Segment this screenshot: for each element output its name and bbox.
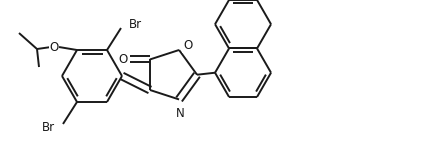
Text: O: O <box>49 41 59 54</box>
Text: Br: Br <box>42 121 55 135</box>
Text: O: O <box>118 53 127 66</box>
Text: N: N <box>176 107 184 120</box>
Text: O: O <box>183 40 192 52</box>
Text: Br: Br <box>129 17 142 31</box>
